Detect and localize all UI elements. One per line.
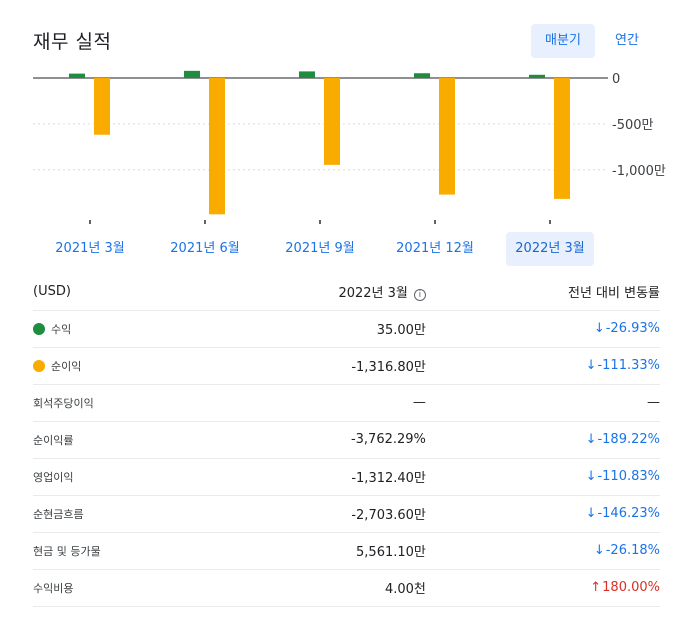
arrow-down-icon: ↓ xyxy=(585,358,597,373)
yoy-change-value: 180.00% xyxy=(602,580,660,595)
metric-label: 영업이익 xyxy=(33,458,200,496)
currency-header: (USD) xyxy=(33,273,200,311)
metric-label: 회석주당이익 xyxy=(33,384,200,422)
yoy-change-value: -189.22% xyxy=(597,432,660,447)
metric-label-text: 순현금흐름 xyxy=(33,507,84,521)
table-header-row: (USD) 2022년 3월 i 전년 대비 변동률 xyxy=(33,273,660,311)
metric-label-text: 순이익률 xyxy=(33,433,74,447)
y-tick-label: -500만 xyxy=(612,118,654,133)
period-button[interactable]: 2021년 12월 xyxy=(396,241,474,256)
metric-value: 35.00만 xyxy=(199,310,434,348)
period-header: 2022년 3월 i xyxy=(199,273,434,311)
metric-label-text: 현금 및 등가물 xyxy=(33,544,101,558)
table-row: 영업이익 -1,312.40만 ↓-110.83% xyxy=(33,458,660,496)
revenue-bar xyxy=(69,73,85,78)
arrow-down-icon: ↓ xyxy=(593,321,605,336)
metric-value: -3,762.29% xyxy=(199,421,434,459)
metric-label: 수익 xyxy=(33,310,200,348)
yoy-change: ↓-110.83% xyxy=(433,458,660,496)
period-button[interactable]: 2021년 9월 xyxy=(285,241,355,256)
annual-toggle[interactable]: 연간 xyxy=(615,33,639,48)
legend-dot-icon xyxy=(33,322,45,335)
period-header-label: 2022년 3월 xyxy=(338,285,408,301)
metric-value: -1,316.80만 xyxy=(199,347,434,385)
metric-value: — xyxy=(199,384,434,422)
yoy-change: ↑180.00% xyxy=(433,569,660,607)
net-income-bar xyxy=(324,78,340,165)
period-button[interactable]: 2021년 3월 xyxy=(55,241,125,256)
legend-dot-icon xyxy=(33,359,45,372)
metric-label: 순현금흐름 xyxy=(33,495,200,533)
yoy-change: — xyxy=(433,384,660,422)
yoy-change-value: -110.83% xyxy=(597,469,660,484)
metric-label-text: 수익비용 xyxy=(33,581,74,595)
arrow-down-icon: ↓ xyxy=(585,432,597,447)
table-row: 순이익률 -3,762.29% ↓-189.22% xyxy=(33,421,660,459)
yoy-change-value: — xyxy=(647,395,660,410)
yoy-change-value: -146.23% xyxy=(597,506,660,521)
yoy-change-value: -111.33% xyxy=(597,358,660,373)
y-tick-label: 0 xyxy=(612,72,620,87)
table-row: 수익 35.00만 ↓-26.93% xyxy=(33,310,660,348)
yoy-change: ↓-146.23% xyxy=(433,495,660,533)
metric-value: 5,561.10만 xyxy=(199,532,434,570)
revenue-bar xyxy=(184,70,200,78)
metric-value: -2,703.60만 xyxy=(199,495,434,533)
change-header: 전년 대비 변동률 xyxy=(433,273,660,311)
y-tick-label: -1,000만 xyxy=(612,164,666,179)
revenue-bar xyxy=(299,71,315,78)
period-button[interactable]: 2022년 3월 xyxy=(506,232,594,266)
metric-value: -1,312.40만 xyxy=(199,458,434,496)
yoy-change: ↓-26.18% xyxy=(433,532,660,570)
metric-value: 4.00천 xyxy=(199,569,434,607)
yoy-change: ↓-26.93% xyxy=(433,310,660,348)
table-row: 현금 및 등가물 5,561.10만 ↓-26.18% xyxy=(33,532,660,570)
yoy-change-value: -26.93% xyxy=(605,321,660,336)
metric-label-text: 수익 xyxy=(51,322,72,336)
period-button[interactable]: 2021년 6월 xyxy=(170,241,240,256)
info-icon[interactable]: i xyxy=(413,288,426,301)
net-income-bar xyxy=(554,78,570,199)
quarterly-toggle[interactable]: 매분기 xyxy=(531,24,595,58)
net-income-bar xyxy=(94,78,110,135)
yoy-change: ↓-189.22% xyxy=(433,421,660,459)
metric-label-text: 순이익 xyxy=(51,359,82,373)
revenue-bar xyxy=(414,73,430,78)
table-row: 수익비용 4.00천 ↑180.00% xyxy=(33,569,660,607)
arrow-down-icon: ↓ xyxy=(593,543,605,558)
metric-label-text: 회석주당이익 xyxy=(33,396,94,410)
metric-label: 현금 및 등가물 xyxy=(33,532,200,570)
arrow-up-icon: ↑ xyxy=(590,580,602,595)
metric-label: 수익비용 xyxy=(33,569,200,607)
net-income-bar xyxy=(209,78,225,215)
arrow-down-icon: ↓ xyxy=(585,506,597,521)
section-title: 재무 실적 xyxy=(33,31,112,53)
financials-table: (USD) 2022년 3월 i 전년 대비 변동률 수익 35.00만 ↓-26.9… xyxy=(33,273,660,607)
net-income-bar xyxy=(439,78,455,195)
table-row: 순현금흐름 -2,703.60만 ↓-146.23% xyxy=(33,495,660,533)
metric-label: 순이익 xyxy=(33,347,200,385)
table-row: 회석주당이익 — — xyxy=(33,384,660,422)
metric-label: 순이익률 xyxy=(33,421,200,459)
table-row: 순이익 -1,316.80만 ↓-111.33% xyxy=(33,347,660,385)
revenue-bar xyxy=(529,74,545,78)
yoy-change: ↓-111.33% xyxy=(433,347,660,385)
arrow-down-icon: ↓ xyxy=(585,469,597,484)
financial-bar-chart: 0 -500만 -1,000만 xyxy=(33,70,666,224)
metric-label-text: 영업이익 xyxy=(33,470,74,484)
yoy-change-value: -26.18% xyxy=(605,543,660,558)
